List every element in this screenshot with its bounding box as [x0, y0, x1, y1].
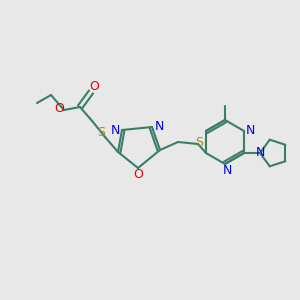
Text: S: S [97, 127, 105, 140]
Text: O: O [54, 103, 64, 116]
Text: O: O [89, 80, 99, 94]
Text: S: S [195, 136, 203, 149]
Text: N: N [245, 124, 255, 136]
Text: N: N [154, 121, 164, 134]
Text: N: N [110, 124, 120, 136]
Text: N: N [222, 164, 232, 176]
Text: N: N [255, 146, 265, 158]
Text: O: O [133, 169, 143, 182]
